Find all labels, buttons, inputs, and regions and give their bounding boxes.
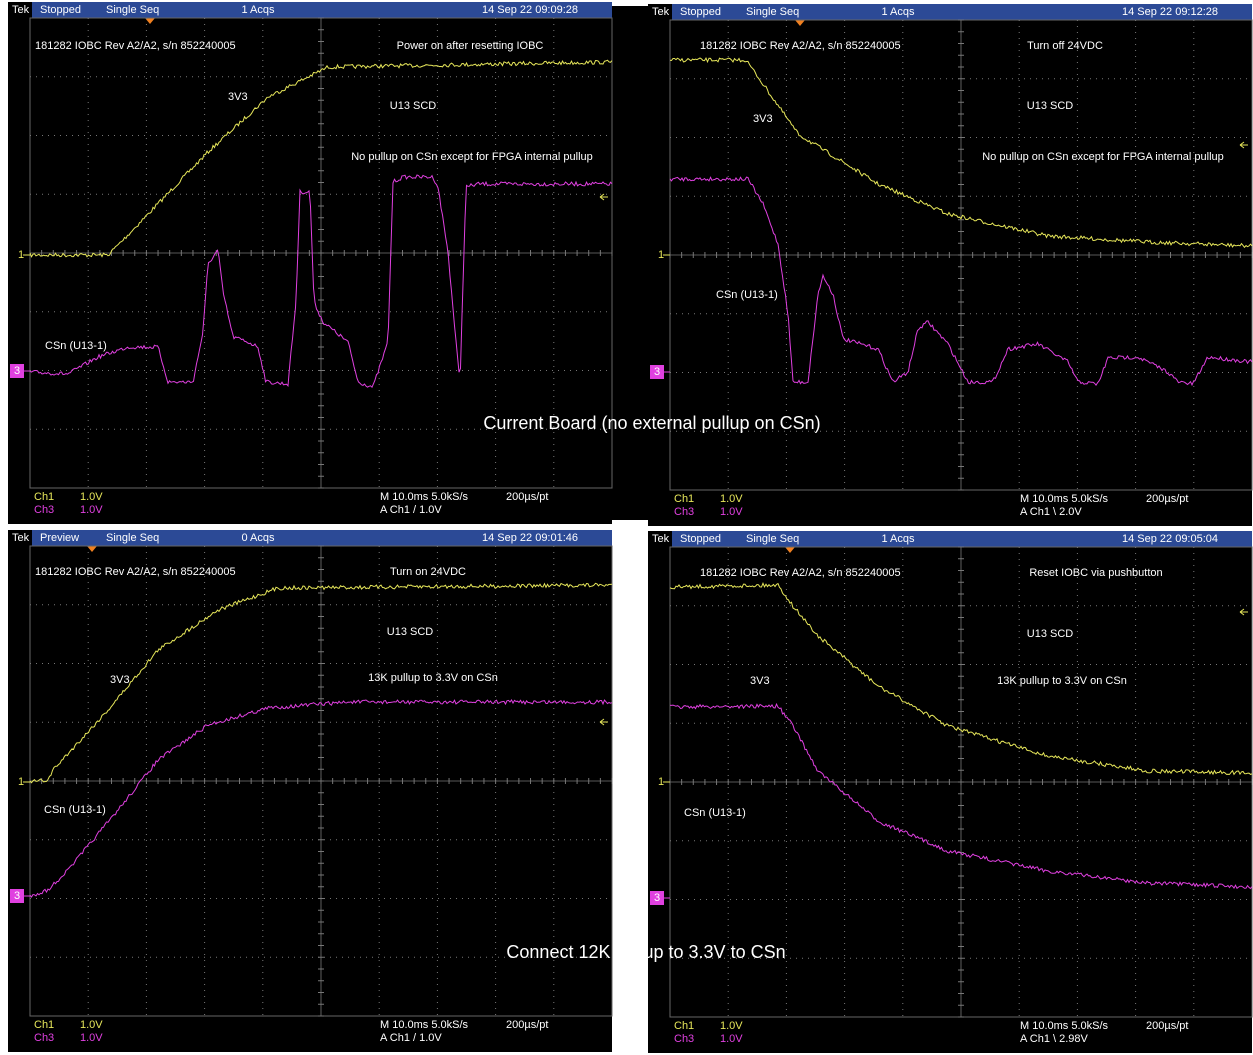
ch3-marker: 3	[654, 366, 660, 378]
footer-trigger: A Ch1 \ 2.0V	[1020, 506, 1082, 518]
footer-per-point: 200µs/pt	[506, 1019, 548, 1031]
header-acqs: 0 Acqs	[241, 532, 275, 544]
header-mode: Single Seq	[746, 533, 799, 545]
ch3-marker: 3	[14, 365, 20, 377]
scope-panel: Tek Preview Single Seq 0 Acqs 14 Sep 22 09:0…	[8, 530, 612, 1052]
scope-panel: Tek Stopped Single Seq 1 Acqs 14 Sep 22 09:1…	[648, 4, 1252, 526]
footer-trigger: A Ch1 / 1.0V	[380, 504, 442, 516]
header-timestamp: 14 Sep 22 09:05:04	[1122, 533, 1218, 545]
device-label: U13 SCD	[387, 626, 434, 638]
header-brand: Tek	[652, 6, 670, 18]
header-mode: Single Seq	[106, 532, 159, 544]
panel-background	[648, 4, 1252, 526]
note-label: No pullup on CSn except for FPGA interna…	[351, 151, 593, 163]
footer-ch1-scale: 1.0V	[80, 1019, 103, 1031]
footer-trigger: A Ch1 \ 2.98V	[1020, 1033, 1089, 1045]
device-label: U13 SCD	[1027, 100, 1074, 112]
header-status: Stopped	[680, 533, 721, 545]
ch1-trace-label: 3V3	[110, 674, 130, 686]
event-label: Reset IOBC via pushbutton	[1029, 567, 1162, 579]
footer-timebase: M 10.0ms 5.0kS/s	[1020, 1020, 1109, 1032]
board-label: 181282 IOBC Rev A2/A2, s/n 852240005	[700, 567, 901, 579]
header-brand: Tek	[652, 533, 670, 545]
separator	[612, 6, 648, 520]
header-status: Stopped	[40, 4, 81, 16]
panel-background	[8, 530, 612, 1052]
header-status: Stopped	[680, 6, 721, 18]
caption: Connect 12K pullup to 3.3V to CSn	[506, 942, 785, 962]
board-label: 181282 IOBC Rev A2/A2, s/n 852240005	[700, 40, 901, 52]
board-label: 181282 IOBC Rev A2/A2, s/n 852240005	[35, 40, 236, 52]
footer-timebase: M 10.0ms 5.0kS/s	[380, 1019, 469, 1031]
footer-ch1-scale: 1.0V	[80, 491, 103, 503]
header-mode: Single Seq	[106, 4, 159, 16]
header-acqs: 1 Acqs	[881, 533, 915, 545]
scope-panel: Tek Stopped Single Seq 1 Acqs 14 Sep 22 09:0…	[648, 531, 1252, 1053]
board-label: 181282 IOBC Rev A2/A2, s/n 852240005	[35, 566, 236, 578]
footer-ch1: Ch1	[34, 491, 54, 503]
footer-ch1-scale: 1.0V	[720, 1020, 743, 1032]
screen: Tek Stopped Single Seq 1 Acqs 14 Sep 22 09:0…	[0, 0, 1253, 1055]
footer-ch3: Ch3	[674, 506, 694, 518]
ch1-trace-label: 3V3	[753, 113, 773, 125]
header-acqs: 1 Acqs	[241, 4, 275, 16]
ch3-trace-label: CSn (U13-1)	[716, 289, 778, 301]
ch3-marker: 3	[14, 890, 20, 902]
footer-ch3: Ch3	[34, 1032, 54, 1044]
ch3-trace-label: CSn (U13-1)	[44, 804, 106, 816]
header-timestamp: 14 Sep 22 09:12:28	[1122, 6, 1218, 18]
ch1-trace-label: 3V3	[750, 675, 770, 687]
device-label: U13 SCD	[1027, 628, 1074, 640]
footer-per-point: 200µs/pt	[1146, 493, 1188, 505]
note-label: 13K pullup to 3.3V on CSn	[997, 675, 1127, 687]
event-label: Power on after resetting IOBC	[397, 40, 544, 52]
header-status: Preview	[40, 532, 79, 544]
footer-ch3: Ch3	[674, 1033, 694, 1045]
ch3-trace-label: CSn (U13-1)	[684, 807, 746, 819]
ch3-trace-label: CSn (U13-1)	[45, 340, 107, 352]
panel-background	[8, 2, 612, 524]
scope-panel: Tek Stopped Single Seq 1 Acqs 14 Sep 22 09:0…	[8, 2, 612, 524]
ch1-trace-label: 3V3	[228, 91, 248, 103]
footer-ch3-scale: 1.0V	[80, 1032, 103, 1044]
header-acqs: 1 Acqs	[881, 6, 915, 18]
header-brand: Tek	[12, 4, 30, 16]
header-timestamp: 14 Sep 22 09:09:28	[482, 4, 578, 16]
header-mode: Single Seq	[746, 6, 799, 18]
event-label: Turn off 24VDC	[1027, 40, 1103, 52]
footer-trigger: A Ch1 / 1.0V	[380, 1032, 442, 1044]
footer-ch3: Ch3	[34, 504, 54, 516]
footer-ch1: Ch1	[674, 1020, 694, 1032]
footer-ch1: Ch1	[674, 493, 694, 505]
caption: Current Board (no external pullup on CSn…	[483, 413, 820, 433]
note-label: No pullup on CSn except for FPGA interna…	[982, 151, 1224, 163]
footer-per-point: 200µs/pt	[1146, 1020, 1188, 1032]
footer-per-point: 200µs/pt	[506, 491, 548, 503]
footer-ch3-scale: 1.0V	[80, 504, 103, 516]
note-label: 13K pullup to 3.3V on CSn	[368, 672, 498, 684]
panel-background	[648, 531, 1252, 1053]
footer-ch3-scale: 1.0V	[720, 1033, 743, 1045]
ch3-marker: 3	[654, 892, 660, 904]
device-label: U13 SCD	[390, 100, 437, 112]
footer-ch1-scale: 1.0V	[720, 493, 743, 505]
footer-timebase: M 10.0ms 5.0kS/s	[1020, 493, 1109, 505]
footer-timebase: M 10.0ms 5.0kS/s	[380, 491, 469, 503]
event-label: Turn on 24VDC	[390, 566, 466, 578]
footer-ch1: Ch1	[34, 1019, 54, 1031]
header-timestamp: 14 Sep 22 09:01:46	[482, 532, 578, 544]
footer-ch3-scale: 1.0V	[720, 506, 743, 518]
header-brand: Tek	[12, 532, 30, 544]
